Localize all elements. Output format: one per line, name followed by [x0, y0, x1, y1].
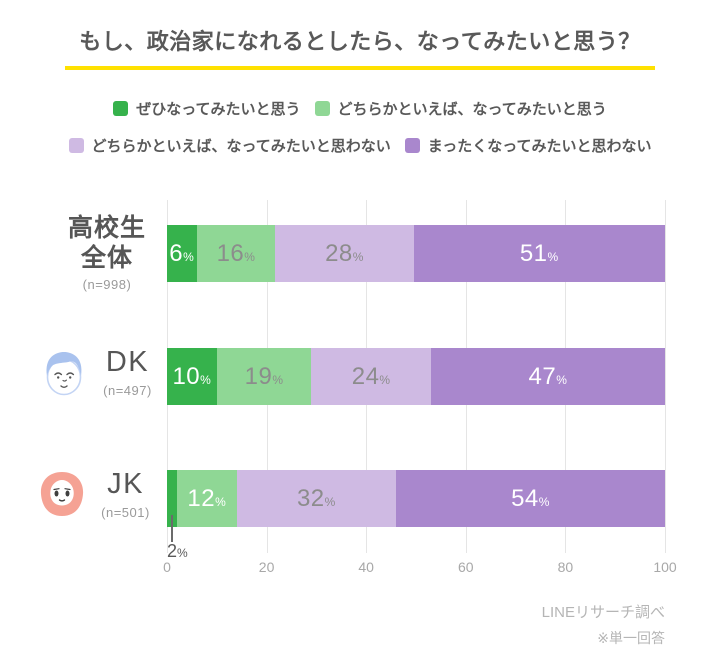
answer-note: ※単一回答 — [597, 630, 665, 646]
bar-row: 6% 16% 28% 51% — [167, 225, 665, 282]
girl-face-icon — [40, 472, 84, 516]
category-label: JK — [107, 468, 144, 500]
category-label-line2: 全体 — [80, 244, 133, 272]
value-label: 28% — [325, 239, 364, 267]
bar-segment: 19% — [216, 348, 312, 405]
source-credit: LINEリサーチ調べ — [541, 604, 665, 621]
page-title: もし、政治家になれるとしたら、なってみたいと思う？ — [79, 29, 641, 54]
value-label: 16% — [216, 239, 256, 267]
row-label-dk: DK (n=497) — [40, 346, 160, 398]
legend-row-1: ぜひなってみたいと思う どちらかといえば、なってみたいと思う — [113, 98, 607, 119]
legend-label: まったくなってみたいと思わない — [427, 138, 652, 155]
value-label: 6% — [169, 239, 195, 267]
sample-size-label: (n=998) — [82, 277, 132, 292]
x-tick-label: 100 — [653, 559, 677, 575]
category-label-line1: 高校生 — [67, 214, 146, 242]
callout-line — [170, 515, 173, 542]
legend-item-definitely-yes: ぜひなってみたいと思う — [113, 98, 301, 119]
x-tick-label: 0 — [163, 559, 171, 575]
bar-segment — [167, 470, 177, 527]
value-label: 51% — [519, 239, 559, 267]
legend-item-somewhat-no: どちらかといえば、なってみたいと思わない — [68, 135, 391, 156]
category-label-block: DK (n=497) — [95, 346, 160, 398]
bar-segment: 32% — [236, 470, 397, 527]
x-tick-label: 20 — [258, 559, 275, 575]
bar-segment: 51% — [413, 225, 665, 282]
row-label-jk: JK (n=501) — [38, 468, 158, 520]
footer: LINEリサーチ調べ ※単一回答 — [542, 601, 665, 648]
sample-size-label: (n=501) — [101, 505, 150, 520]
bar-segment: 10% — [167, 348, 217, 405]
value-label: 54% — [511, 484, 550, 512]
legend-item-somewhat-yes: どちらかといえば、なってみたいと思う — [314, 98, 607, 119]
bar-segment: 16% — [196, 225, 276, 282]
legend-label: ぜひなってみたいと思う — [136, 101, 301, 118]
category-label: 高校生 全体 — [52, 213, 162, 273]
value-label: 24% — [351, 362, 391, 390]
value-label: 32% — [296, 484, 336, 512]
x-tick-label: 60 — [458, 559, 474, 575]
legend: ぜひなってみたいと思う どちらかといえば、なってみたいと思う どちらかといえば、… — [0, 98, 720, 156]
category-label: DK — [105, 346, 150, 378]
legend-row-2: どちらかといえば、なってみたいと思わない まったくなってみたいと思わない — [68, 135, 652, 156]
sample-size-label: (n=497) — [103, 383, 152, 398]
value-label: 19% — [244, 362, 284, 390]
bar-segment: 24% — [311, 348, 431, 405]
legend-label: どちらかといえば、なってみたいと思わない — [91, 138, 391, 155]
plot-area: 6% 16% 28% 51% 10% 19% 24% 47% 12% 32% 54% 2% — [167, 200, 666, 561]
bar-segment: 12% — [176, 470, 237, 527]
bar-segment: 28% — [275, 225, 414, 282]
value-label: 12% — [187, 484, 227, 512]
callout-value-label: 2% — [167, 541, 188, 561]
legend-swatch-somewhat-no — [68, 138, 84, 153]
x-axis: 0 20 40 60 80 100 — [163, 559, 677, 579]
title-underline — [65, 66, 655, 70]
bar-segment: 54% — [396, 470, 665, 527]
category-label-block: JK (n=501) — [93, 468, 158, 520]
legend-swatch-somewhat-yes — [314, 101, 330, 116]
x-tick-label: 80 — [557, 559, 574, 575]
bar-segment: 47% — [430, 348, 665, 405]
legend-swatch-definitely-yes — [113, 101, 129, 116]
gridline — [665, 200, 666, 553]
bar-row: 10% 19% 24% 47% — [167, 348, 665, 405]
boy-face-icon — [46, 352, 82, 396]
x-tick-label: 40 — [358, 559, 374, 575]
legend-item-definitely-no: まったくなってみたいと思わない — [404, 135, 652, 156]
legend-label: どちらかといえば、なってみたいと思う — [337, 101, 607, 118]
bar-row: 12% 32% 54% — [167, 470, 665, 527]
value-label: 10% — [172, 362, 212, 390]
row-label-highschool-all: 高校生 全体 (n=998) — [52, 213, 162, 292]
value-label: 47% — [528, 362, 568, 390]
bar-segment: 6% — [167, 225, 197, 282]
legend-swatch-definitely-no — [404, 138, 420, 153]
